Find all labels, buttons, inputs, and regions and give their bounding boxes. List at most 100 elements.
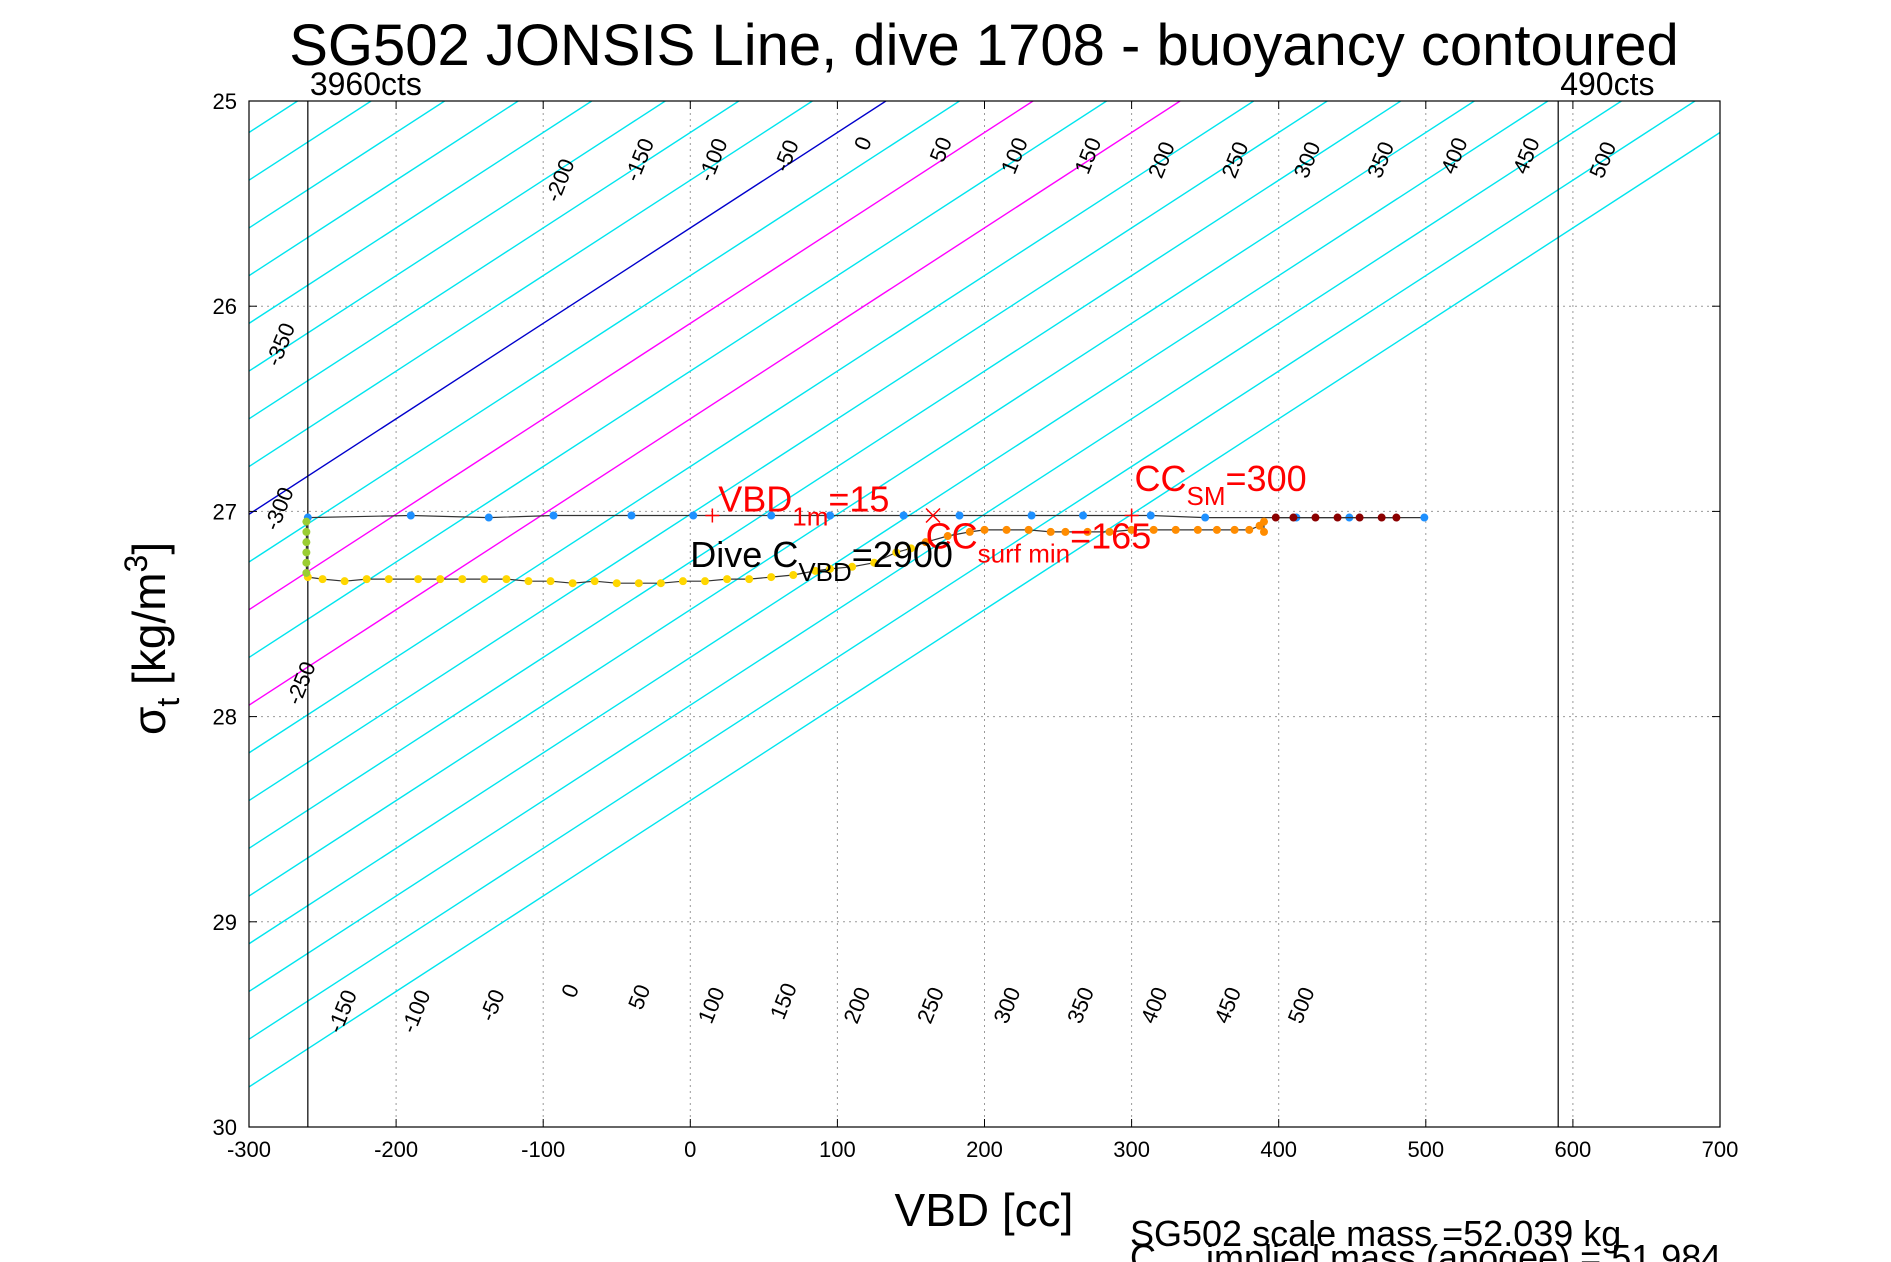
x-tick-label: 600 — [1555, 1137, 1592, 1162]
vbd-limit-lines: 3960cts 490cts — [307, 66, 1654, 1127]
data-point — [811, 566, 820, 575]
data-point — [1245, 525, 1254, 534]
data-point — [1259, 527, 1268, 536]
contour-line — [249, 101, 666, 372]
x-tick-label: 100 — [819, 1137, 856, 1162]
data-point — [678, 577, 687, 586]
y-axis-label-unit-close: ] — [123, 542, 175, 555]
chart-title: SG502 JONSIS Line, dive 1708 - buoyancy … — [289, 13, 1679, 78]
data-point — [1061, 527, 1070, 536]
contour-line — [249, 101, 887, 516]
y-tick-label: 25 — [213, 89, 237, 114]
contour-line — [249, 101, 960, 563]
y-axis-label-symbol: σ — [123, 707, 175, 735]
data-point — [1333, 513, 1342, 522]
data-point — [524, 577, 533, 586]
data-point — [826, 511, 835, 520]
data-point — [1289, 513, 1298, 522]
contour-line — [249, 101, 593, 325]
data-point — [484, 513, 493, 522]
data-point — [480, 575, 489, 584]
data-point — [634, 579, 643, 588]
data-point — [384, 575, 393, 584]
data-point — [362, 575, 371, 584]
data-point — [318, 575, 327, 584]
data-point — [302, 558, 311, 567]
data-point — [848, 562, 857, 571]
markers — [705, 507, 1139, 524]
data-point — [1079, 511, 1088, 520]
data-series — [302, 511, 1429, 588]
y-tick-label: 26 — [213, 294, 237, 319]
y-tick-label: 30 — [213, 1115, 237, 1140]
data-point — [414, 575, 423, 584]
x-marker — [925, 507, 941, 524]
data-point — [568, 579, 577, 588]
data-point — [612, 579, 621, 588]
data-point — [870, 558, 879, 567]
y-tick-label: 28 — [213, 705, 237, 730]
data-point — [340, 577, 349, 586]
data-point — [1201, 513, 1210, 522]
y-axis-label: σt [kg/m3] — [118, 542, 186, 735]
data-point — [546, 577, 555, 586]
data-point — [965, 527, 974, 536]
data-point — [789, 571, 798, 580]
data-point — [302, 517, 311, 526]
data-point — [1271, 513, 1280, 522]
limit-label: 490cts — [1560, 66, 1654, 102]
y-tick-label: 27 — [213, 499, 237, 524]
axis-ticks: -300 -200 -100 0 100 200 300 400 500 600 700 25 26 27… — [213, 89, 1739, 1162]
contour-line — [249, 101, 1181, 706]
data-point — [1171, 525, 1180, 534]
contour-line — [249, 101, 1475, 897]
data-point — [302, 548, 311, 557]
data-point — [1127, 525, 1136, 534]
contour-line — [249, 101, 1622, 993]
data-point — [406, 511, 415, 520]
data-point — [436, 575, 445, 584]
data-point — [723, 575, 732, 584]
x-tick-label: 200 — [966, 1137, 1003, 1162]
data-point — [302, 568, 311, 577]
data-point — [701, 577, 710, 586]
data-point — [458, 575, 467, 584]
x-tick-label: -200 — [374, 1137, 418, 1162]
data-point — [1392, 513, 1401, 522]
annotation: CCsurf min=165 — [926, 515, 1152, 568]
contour-line — [249, 101, 1034, 611]
y-axis-label-unit: [kg/m — [123, 572, 175, 697]
data-point — [590, 577, 599, 586]
x-tick-label: -300 — [227, 1137, 271, 1162]
data-point — [502, 575, 511, 584]
data-point — [549, 511, 558, 520]
contour-line — [249, 101, 1402, 850]
data-point — [767, 573, 776, 582]
data-point — [1027, 511, 1036, 520]
y-axis-label-superscript: 3 — [118, 555, 154, 573]
data-point — [302, 527, 311, 536]
x-tick-label: 300 — [1113, 1137, 1150, 1162]
data-point — [1311, 513, 1320, 522]
data-point — [767, 511, 776, 520]
y-tick-label: 29 — [213, 910, 237, 935]
data-point — [656, 579, 665, 588]
contour-line — [249, 101, 519, 277]
data-point — [627, 511, 636, 520]
contour-line — [249, 101, 1255, 754]
footer-implied-mass: C implied mass (apogee) = 51.984 — [1130, 1237, 1721, 1262]
annotation: VBD1m=15 — [718, 478, 889, 531]
x-axis-label: VBD [cc] — [895, 1184, 1074, 1236]
data-point — [906, 544, 915, 553]
data-point — [1420, 513, 1429, 522]
data-point — [943, 532, 952, 541]
x-tick-label: 700 — [1702, 1137, 1739, 1162]
data-point — [1105, 527, 1114, 536]
limit-label: 3960cts — [310, 66, 422, 102]
x-tick-label: 0 — [684, 1137, 696, 1162]
data-point — [745, 575, 754, 584]
contour-line — [249, 101, 1328, 802]
data-point — [826, 564, 835, 573]
